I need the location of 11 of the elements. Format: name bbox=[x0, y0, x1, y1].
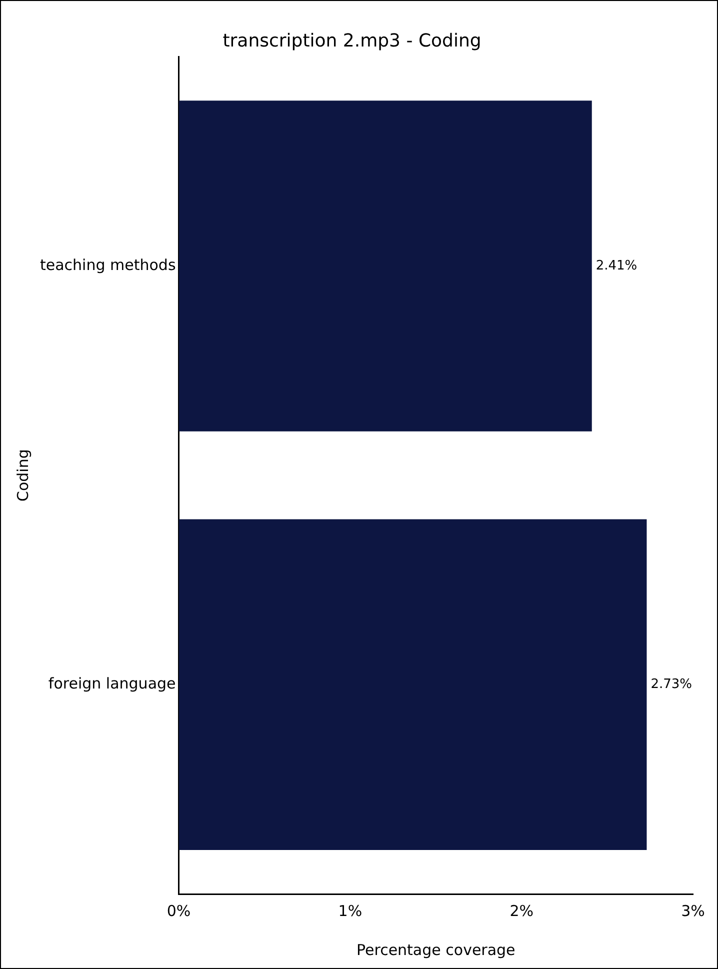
x-tick-label: 1% bbox=[338, 902, 362, 920]
y-axis-title: Coding bbox=[14, 449, 32, 502]
x-axis-title: Percentage coverage bbox=[356, 940, 516, 959]
y-tick-label: foreign language bbox=[48, 674, 176, 693]
y-tick-label: teaching methods bbox=[40, 256, 176, 274]
x-tick-label: 2% bbox=[510, 902, 534, 920]
x-tick-label: 3% bbox=[681, 902, 705, 920]
data-label: 2.41% bbox=[596, 258, 638, 274]
x-tick-label: 0% bbox=[166, 902, 191, 920]
data-label: 2.73% bbox=[650, 677, 692, 692]
chart-title: transcription 2.mp3 - Coding bbox=[222, 30, 482, 52]
